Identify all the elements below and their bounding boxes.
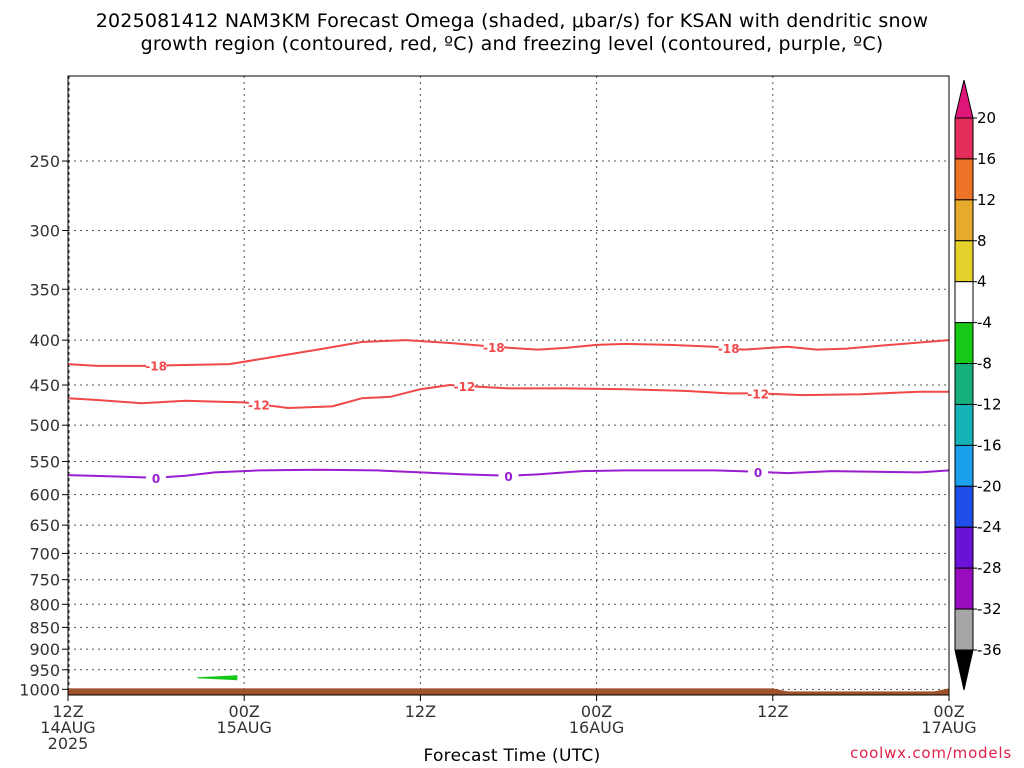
- colorbar-label: -12: [977, 395, 1002, 413]
- contour-label-bg: [248, 397, 269, 412]
- y-tick-label: 400: [29, 331, 60, 350]
- y-tick-label: 750: [29, 571, 60, 590]
- colorbar-label: -4: [977, 314, 992, 332]
- x-tick-label: 00Z: [933, 702, 964, 721]
- omega-features: [197, 675, 238, 681]
- colorbar-swatch: [954, 526, 974, 569]
- colorbar-swatch: [954, 444, 974, 487]
- colorbar-label: -20: [977, 477, 1002, 495]
- colorbar-swatch: [954, 158, 974, 201]
- colorbar-label: -8: [977, 355, 992, 373]
- colorbar-label: 16: [977, 150, 996, 168]
- contour-label-bg: [483, 339, 504, 354]
- contour-label-bg: [718, 341, 739, 356]
- source-credit: coolwx.com/models: [850, 744, 1012, 762]
- omega-feature: [197, 675, 238, 681]
- grid-lines: [68, 76, 949, 695]
- y-tick-label: 800: [29, 595, 60, 614]
- x-tick-label: 12Z: [405, 702, 436, 721]
- y-tick-label: 900: [29, 640, 60, 659]
- contour-label-bg: [748, 464, 769, 479]
- x-tick-label: 14AUG: [40, 718, 95, 737]
- contour-label: 0: [152, 472, 160, 486]
- colorbar-swatch: [954, 322, 974, 365]
- contour-label-bg: [498, 468, 519, 483]
- x-tick-label: 12Z: [757, 702, 788, 721]
- colorbar-label: -16: [977, 436, 1002, 454]
- contour-label: -18: [718, 342, 740, 356]
- contour-label: -12: [747, 387, 769, 401]
- contour-label: -12: [454, 380, 476, 394]
- colorbar-swatch: [954, 485, 974, 528]
- x-tick-label: 17AUG: [921, 718, 976, 737]
- y-tick-label: 850: [29, 618, 60, 637]
- colorbar-swatch: [954, 403, 974, 446]
- colorbar-swatch: [954, 363, 974, 405]
- y-tick-label: 300: [29, 222, 60, 241]
- y-tick-label: 350: [29, 280, 60, 299]
- y-tick-label: 500: [29, 416, 60, 435]
- colorbar-swatch: [954, 240, 974, 283]
- colorbar-label: -28: [977, 559, 1002, 577]
- colorbar-label: 8: [977, 232, 987, 250]
- y-tick-label: 950: [29, 661, 60, 680]
- colorbar-label: 12: [977, 191, 996, 209]
- colorbar-swatch: [954, 608, 974, 651]
- contour-label-bg: [146, 358, 167, 373]
- plot-frame: [67, 75, 950, 696]
- colorbar-swatch: [954, 281, 974, 324]
- colorbar-label: -36: [977, 641, 1002, 659]
- colorbar: 20 16 12 8 4 -4 -8 -12 -16 -20 -24 -28 -32 -36: [954, 79, 1002, 691]
- colorbar-top-arrow: [954, 79, 974, 119]
- y-tick-label: 600: [29, 486, 60, 505]
- contour-label: -18: [145, 360, 167, 374]
- ground-area: [68, 688, 949, 695]
- y-tick-label: 650: [29, 516, 60, 535]
- contour-label-bg: [146, 470, 167, 485]
- y-tick-label: 450: [29, 376, 60, 395]
- colorbar-swatch: [954, 199, 974, 242]
- contour-line: [67, 339, 950, 367]
- contour-line: [67, 384, 949, 409]
- colorbar-bottom-arrow: [954, 649, 974, 691]
- y-tick-label: 550: [29, 453, 60, 472]
- contour-label: -12: [248, 398, 270, 412]
- contour-label-bg: [748, 386, 769, 401]
- y-tick-label: 250: [29, 152, 60, 171]
- colorbar-label: -32: [977, 600, 1002, 618]
- x-tick-label: 00Z: [581, 702, 612, 721]
- x-tick-label: 12Z: [52, 702, 83, 721]
- contour-line: [67, 468, 950, 479]
- contour-label: 0: [754, 466, 762, 480]
- x-tick-label: 00Z: [229, 702, 260, 721]
- x-tick-label: 16AUG: [569, 718, 624, 737]
- contour-label: -18: [483, 341, 505, 355]
- contour-label-bg: [454, 378, 475, 393]
- x-tick-label: 2025: [48, 734, 89, 753]
- chart-title: 2025081412 NAM3KM Forecast Omega (shaded…: [95, 10, 929, 32]
- y-axis: 250 300 350 400 450 500 550 600 650 700 750 800 850 9…: [19, 152, 68, 699]
- colorbar-label: 4: [977, 273, 987, 291]
- x-axis-label: Forecast Time (UTC): [423, 746, 601, 766]
- ground-fill: [68, 688, 949, 695]
- contour-label: 0: [504, 470, 512, 484]
- y-tick-label: 700: [29, 544, 60, 563]
- contours: -18 -18 -18 -12 -12 -12 0 0 0: [67, 339, 950, 486]
- chart-subtitle: growth region (contoured, red, ºC) and f…: [140, 33, 884, 55]
- colorbar-swatch: [954, 117, 974, 160]
- colorbar-label: -24: [977, 518, 1002, 536]
- colorbar-swatch: [954, 567, 974, 610]
- colorbar-label: 20: [977, 109, 996, 127]
- y-tick-label: 1000: [19, 680, 60, 699]
- x-tick-label: 15AUG: [216, 718, 271, 737]
